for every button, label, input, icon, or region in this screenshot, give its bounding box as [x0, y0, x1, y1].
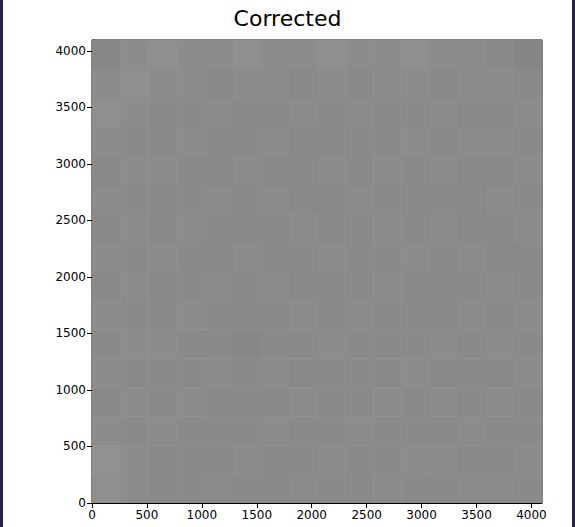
svg-text:3000: 3000	[55, 157, 86, 171]
svg-text:1500: 1500	[55, 326, 86, 340]
svg-text:1000: 1000	[55, 383, 86, 397]
svg-text:0: 0	[88, 508, 96, 522]
svg-text:4000: 4000	[55, 44, 86, 58]
svg-text:Corrected: Corrected	[234, 6, 342, 31]
svg-text:4000: 4000	[516, 508, 547, 522]
svg-text:2000: 2000	[55, 270, 86, 284]
svg-text:1500: 1500	[242, 508, 273, 522]
svg-text:2500: 2500	[351, 508, 382, 522]
svg-text:2500: 2500	[55, 213, 86, 227]
svg-text:3000: 3000	[406, 508, 437, 522]
svg-text:2000: 2000	[296, 508, 327, 522]
svg-text:3500: 3500	[55, 100, 86, 114]
svg-text:500: 500	[63, 439, 86, 453]
svg-text:1000: 1000	[187, 508, 218, 522]
svg-text:3500: 3500	[461, 508, 492, 522]
svg-text:500: 500	[135, 508, 158, 522]
svg-text:0: 0	[78, 496, 86, 510]
